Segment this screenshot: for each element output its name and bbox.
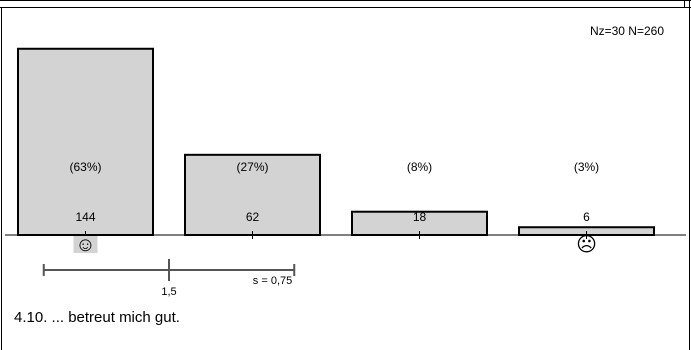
sample-size-label: Nz=30 N=260 (590, 24, 664, 38)
bar-1 (17, 47, 154, 237)
sd-label: s = 0,75 (253, 275, 292, 287)
percent-label-1: (63%) (69, 160, 101, 174)
mean-label: 1,5 (161, 286, 176, 298)
frowning-face-icon: ☹ (576, 234, 597, 256)
bar-2 (184, 153, 321, 237)
percent-label-4: (3%) (574, 160, 599, 174)
percent-label-2: (27%) (236, 160, 268, 174)
count-label-1: 144 (75, 210, 95, 224)
bars-layer: (63%) 144 (27%) 62 (8%) 18 (3%) 6 (17, 47, 655, 237)
percent-label-3: (8%) (407, 160, 432, 174)
count-label-3: 18 (413, 210, 427, 224)
summary-scale: 1,5 s = 0,75 (42, 259, 296, 298)
count-label-4: 6 (583, 210, 590, 224)
smiley-face-icon: ☺ (75, 234, 95, 256)
icon-highlight (73, 236, 98, 253)
question-caption: 4.10. ... betreut mich gut. (14, 309, 180, 326)
count-label-2: 62 (246, 210, 260, 224)
tick-layer: ☺ ☹ (73, 231, 597, 256)
